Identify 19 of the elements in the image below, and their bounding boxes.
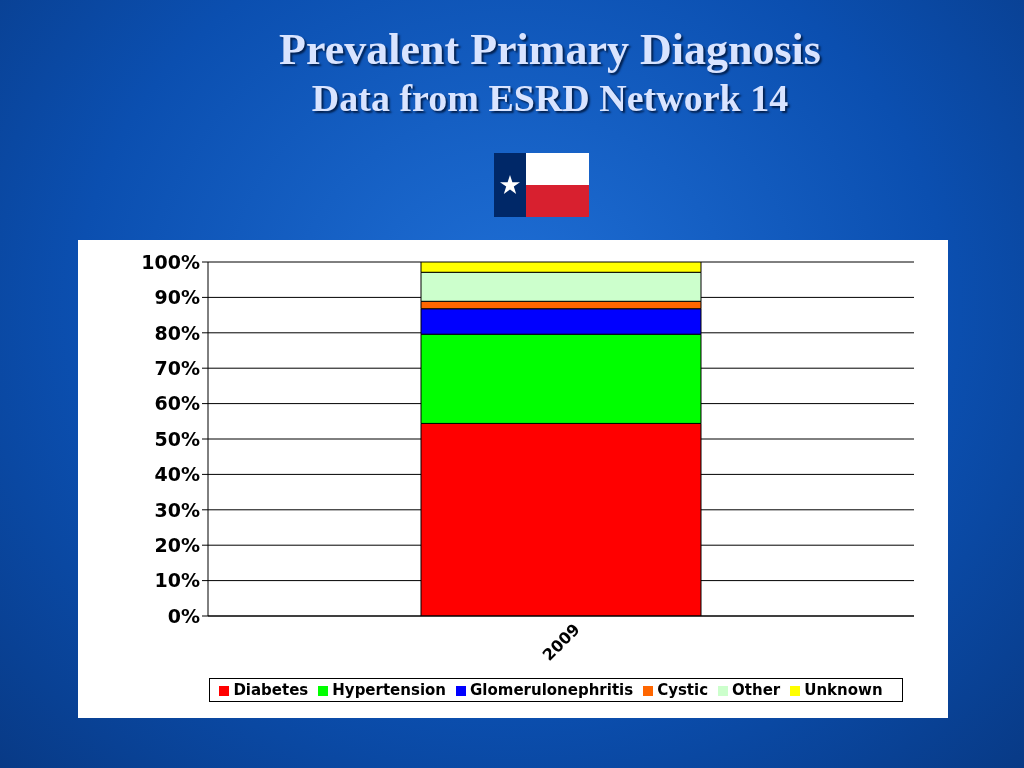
legend-label: Cystic: [657, 681, 709, 699]
legend-label: Diabetes: [233, 681, 309, 699]
legend-label: Hypertension: [332, 681, 447, 699]
y-tick-label: 30%: [154, 498, 200, 521]
legend-label: Unknown: [804, 681, 883, 699]
y-tick-label: 50%: [154, 427, 200, 450]
y-tick-label: 60%: [154, 392, 200, 415]
y-tick-label: 10%: [154, 569, 200, 592]
chart-subtitle: Data from ESRD Network 14: [310, 76, 790, 120]
y-tick-label: 20%: [154, 533, 200, 556]
legend-label: Glomerulonephritis: [470, 681, 634, 699]
chart-title: Prevalent Primary Diagnosis: [278, 24, 822, 76]
legend-label: Other: [732, 681, 781, 699]
y-tick-label: 80%: [154, 321, 200, 344]
y-tick-label: 90%: [154, 286, 200, 309]
y-tick-label: 0%: [167, 604, 200, 627]
y-tick-label: 100%: [141, 250, 200, 273]
y-tick-label: 70%: [154, 356, 200, 379]
y-tick-label: 40%: [154, 463, 200, 486]
